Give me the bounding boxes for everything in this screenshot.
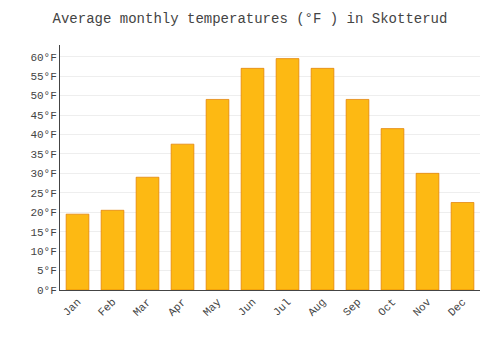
svg-text:60°F: 60°F <box>30 52 56 64</box>
svg-text:20°F: 20°F <box>30 207 56 219</box>
svg-text:Nov: Nov <box>411 296 434 319</box>
svg-text:45°F: 45°F <box>30 110 56 122</box>
svg-text:50°F: 50°F <box>30 90 56 102</box>
svg-text:Jul: Jul <box>271 296 293 318</box>
svg-text:Mar: Mar <box>131 296 153 318</box>
svg-text:Average monthly temperatures (: Average monthly temperatures (°F ) in Sk… <box>53 11 448 27</box>
svg-text:15°F: 15°F <box>30 227 56 239</box>
svg-text:40°F: 40°F <box>30 129 56 141</box>
svg-text:Dec: Dec <box>446 296 468 318</box>
svg-text:5°F: 5°F <box>37 265 57 277</box>
svg-text:Apr: Apr <box>166 296 188 318</box>
svg-text:Oct: Oct <box>376 296 398 318</box>
svg-text:0°F: 0°F <box>37 285 57 297</box>
svg-text:10°F: 10°F <box>30 246 56 258</box>
svg-text:Feb: Feb <box>96 296 118 318</box>
svg-text:Jan: Jan <box>61 296 83 318</box>
svg-text:Aug: Aug <box>306 296 328 318</box>
svg-text:Sep: Sep <box>341 296 363 318</box>
svg-text:35°F: 35°F <box>30 149 56 161</box>
svg-text:55°F: 55°F <box>30 71 56 83</box>
svg-text:25°F: 25°F <box>30 188 56 200</box>
svg-text:May: May <box>201 296 224 319</box>
svg-text:30°F: 30°F <box>30 168 56 180</box>
svg-text:Jun: Jun <box>236 296 258 318</box>
